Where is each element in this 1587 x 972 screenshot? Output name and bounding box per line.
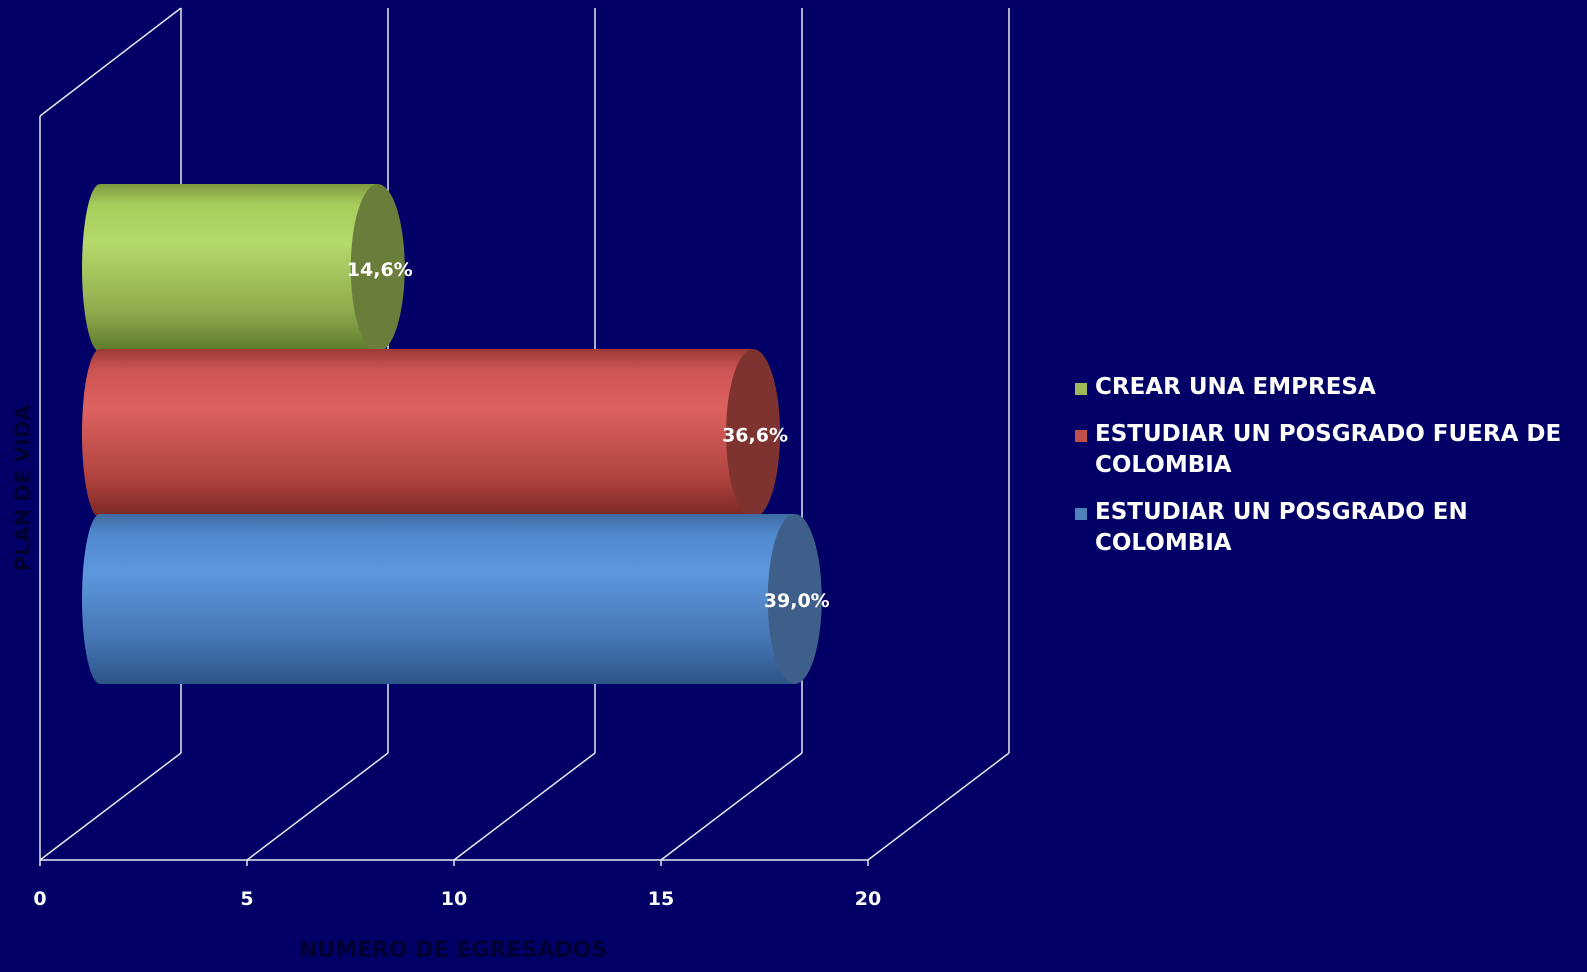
legend-swatch: [1075, 430, 1087, 442]
legend-item: CREAR UNA EMPRESA: [1075, 372, 1575, 403]
legend-item: ESTUDIAR UN POSGRADO EN COLOMBIA: [1075, 497, 1575, 559]
bar: [82, 514, 822, 684]
legend-swatch: [1075, 383, 1087, 395]
legend-item: ESTUDIAR UN POSGRADO FUERA DE COLOMBIA: [1075, 419, 1575, 481]
bar-body: [100, 184, 378, 352]
data-label: 14,6%: [347, 259, 413, 281]
x-axis-title: NUMERO DE EGRESADOS: [299, 938, 607, 963]
gridline-floor: [453, 752, 596, 861]
legend-swatch: [1075, 508, 1087, 520]
data-label: 36,6%: [722, 425, 788, 447]
side-wall-top: [39, 7, 182, 117]
data-labels: 14,6% 36,6% 39,0%: [347, 259, 830, 612]
legend-label: ESTUDIAR UN POSGRADO EN: [1095, 499, 1468, 525]
bar-end-cap: [726, 349, 781, 518]
bar-body: [100, 349, 754, 518]
x-tick-label: 5: [240, 888, 253, 910]
gridline-floor: [246, 752, 389, 861]
bar-end-cap: [350, 184, 405, 352]
x-tick-label: 10: [441, 888, 467, 910]
legend-label: COLOMBIA: [1095, 452, 1232, 478]
gridline-floor: [660, 752, 803, 861]
bars: [82, 184, 822, 684]
legend: CREAR UNA EMPRESA ESTUDIAR UN POSGRADO FU…: [1075, 372, 1575, 575]
bar-end-cap: [767, 514, 822, 684]
legend-label: ESTUDIAR UN POSGRADO FUERA DE: [1095, 421, 1562, 447]
x-tick-label: 20: [855, 888, 881, 910]
gridline-floor: [867, 752, 1010, 861]
legend-label: CREAR UNA EMPRESA: [1095, 374, 1376, 400]
bar-body: [100, 514, 795, 684]
data-label: 39,0%: [764, 590, 830, 612]
gridline-floor: [39, 752, 182, 861]
bar: [82, 349, 781, 518]
bar: [82, 184, 405, 352]
legend-label: COLOMBIA: [1095, 530, 1232, 556]
x-tick-label: 0: [33, 888, 46, 910]
y-axis-title: PLAN DE VIDA: [11, 404, 35, 571]
x-axis-ticks: 0 5 10 15 20: [33, 888, 881, 910]
x-tick-label: 15: [648, 888, 674, 910]
